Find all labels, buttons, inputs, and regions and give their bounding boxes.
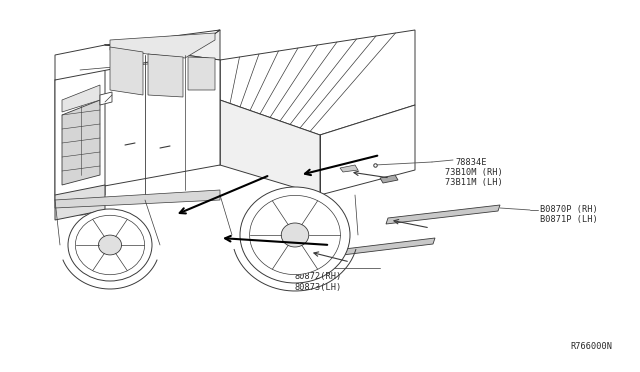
Polygon shape: [320, 105, 415, 195]
Polygon shape: [220, 30, 415, 135]
Text: B0870P (RH): B0870P (RH): [540, 205, 598, 214]
Text: B0871P (LH): B0871P (LH): [540, 215, 598, 224]
Polygon shape: [110, 33, 215, 58]
Polygon shape: [62, 100, 100, 185]
Text: 78834E: 78834E: [455, 158, 486, 167]
Polygon shape: [293, 238, 435, 261]
Polygon shape: [62, 85, 100, 112]
Text: 73B11M (LH): 73B11M (LH): [445, 178, 503, 187]
Polygon shape: [55, 30, 220, 80]
Ellipse shape: [72, 205, 90, 215]
Polygon shape: [148, 54, 183, 97]
Ellipse shape: [68, 209, 152, 281]
Polygon shape: [55, 190, 220, 208]
Ellipse shape: [76, 215, 145, 275]
Ellipse shape: [99, 235, 122, 255]
Polygon shape: [105, 30, 220, 60]
Text: 80873(LH): 80873(LH): [295, 283, 342, 292]
Text: 80872(RH): 80872(RH): [295, 272, 342, 281]
Polygon shape: [55, 185, 105, 220]
Ellipse shape: [281, 223, 308, 247]
Text: R766000N: R766000N: [570, 342, 612, 351]
Polygon shape: [185, 50, 220, 165]
Polygon shape: [380, 175, 398, 183]
Polygon shape: [340, 165, 358, 172]
Ellipse shape: [250, 195, 340, 275]
Polygon shape: [110, 47, 143, 95]
Polygon shape: [55, 45, 220, 195]
Polygon shape: [188, 57, 215, 90]
Text: 73B10M (RH): 73B10M (RH): [445, 168, 503, 177]
Polygon shape: [386, 205, 500, 224]
Polygon shape: [220, 100, 320, 195]
Ellipse shape: [240, 187, 350, 283]
Polygon shape: [100, 92, 112, 105]
Polygon shape: [55, 45, 105, 200]
